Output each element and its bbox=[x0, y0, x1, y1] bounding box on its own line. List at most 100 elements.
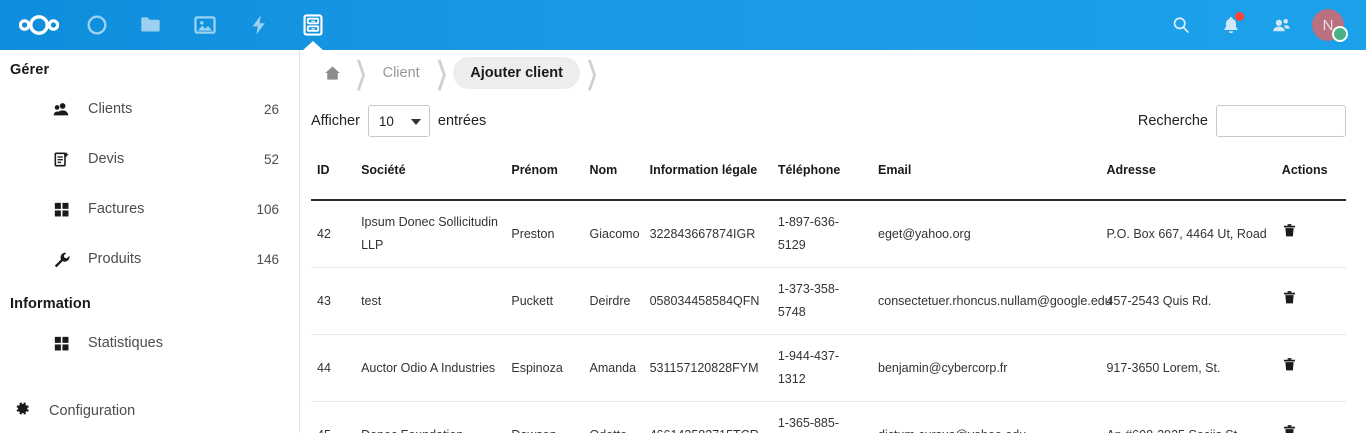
trash-icon bbox=[1283, 223, 1295, 236]
image-icon bbox=[194, 16, 216, 34]
sidebar-item-count: 26 bbox=[263, 101, 279, 117]
nextcloud-logo[interactable] bbox=[8, 0, 70, 50]
sidebar-item-label: Statistiques bbox=[88, 335, 163, 351]
cell-actions bbox=[1275, 334, 1346, 402]
nextcloud-logo-icon bbox=[19, 15, 59, 35]
cell-information-legale: 466143582715TCR bbox=[643, 401, 772, 433]
users-icon bbox=[50, 100, 72, 119]
cell-id: 42 bbox=[311, 200, 356, 268]
column-header-email[interactable]: Email bbox=[872, 148, 1101, 201]
cell-adresse: Ap #698-3925 Sociis St. bbox=[1100, 401, 1276, 433]
cell-prenom: Dawson bbox=[505, 401, 584, 433]
breadcrumb-item-client[interactable]: Client bbox=[382, 65, 420, 81]
cell-id: 45 bbox=[311, 401, 356, 433]
table-row[interactable]: 45 Donec Foundation Dawson Odette 466143… bbox=[311, 401, 1346, 433]
cell-actions bbox=[1275, 267, 1346, 335]
active-app-indicator bbox=[302, 41, 324, 51]
cell-nom: Amanda bbox=[583, 334, 644, 402]
page-length-select[interactable]: 10 bbox=[367, 105, 430, 137]
column-header-actions: Actions bbox=[1275, 148, 1346, 201]
cell-adresse: 917-3650 Lorem, St. bbox=[1100, 334, 1276, 402]
wrench-icon bbox=[50, 250, 72, 269]
column-header-societe[interactable]: Société bbox=[355, 148, 506, 201]
cell-email: eget@yahoo.org bbox=[872, 200, 1101, 268]
file-cabinet-icon bbox=[303, 14, 323, 36]
dashboard-app[interactable] bbox=[70, 0, 124, 50]
cell-adresse: 457-2543 Quis Rd. bbox=[1100, 267, 1276, 335]
grid-squares-icon bbox=[50, 334, 72, 353]
column-header-telephone[interactable]: Téléphone bbox=[771, 148, 873, 201]
delete-row-button[interactable] bbox=[1282, 423, 1297, 433]
notifications-button[interactable] bbox=[1206, 0, 1256, 50]
cell-adresse: P.O. Box 667, 4464 Ut, Road bbox=[1100, 200, 1276, 268]
sidebar-item-count: 146 bbox=[256, 251, 279, 267]
breadcrumb-separator-icon: ❭ bbox=[352, 56, 370, 90]
search-control: Recherche bbox=[1138, 105, 1346, 137]
table-row[interactable]: 44 Auctor Odio A Industries Espinoza Ama… bbox=[311, 334, 1346, 402]
column-header-id[interactable]: ID bbox=[311, 148, 356, 201]
cell-information-legale: 058034458584QFN bbox=[643, 267, 772, 335]
user-menu[interactable]: N bbox=[1306, 0, 1350, 50]
cell-email: dictum.cursus@yahoo.edu bbox=[872, 401, 1101, 433]
cell-nom: Deirdre bbox=[583, 267, 644, 335]
header-actions: N bbox=[1156, 0, 1366, 50]
sidebar-item-clients[interactable]: Clients 26 bbox=[0, 84, 299, 134]
cell-telephone: 1-373-358-5748 bbox=[771, 267, 873, 335]
sidebar-item-label: Configuration bbox=[49, 403, 136, 419]
page-length-suffix-label: entrées bbox=[437, 113, 487, 129]
contacts-button[interactable] bbox=[1256, 0, 1306, 50]
cell-telephone: 1-944-437-1312 bbox=[771, 334, 873, 402]
cell-telephone: 1-365-885-2143 bbox=[771, 401, 873, 433]
cell-actions bbox=[1275, 401, 1346, 433]
table-controls: Afficher 10 entrées Recherche bbox=[301, 102, 1366, 148]
search-icon bbox=[1173, 17, 1189, 33]
sidebar-item-statistiques[interactable]: Statistiques bbox=[0, 318, 299, 368]
cell-prenom: Espinoza bbox=[505, 334, 584, 402]
column-header-information-legale[interactable]: Information légale bbox=[643, 148, 772, 201]
sidebar-section-information-title: Information bbox=[10, 296, 91, 312]
breadcrumb-separator-icon: ❭ bbox=[582, 56, 601, 90]
cell-id: 43 bbox=[311, 267, 356, 335]
main-content: ❭ Client ❭ Ajouter client ❭ Afficher 10 … bbox=[301, 50, 1366, 433]
cell-prenom: Preston bbox=[505, 200, 584, 268]
photos-app[interactable] bbox=[178, 0, 232, 50]
activity-app[interactable] bbox=[232, 0, 286, 50]
search-button[interactable] bbox=[1156, 0, 1206, 50]
sidebar-item-label: Factures bbox=[88, 201, 145, 217]
table-row[interactable]: 43 test Puckett Deirdre 058034458584QFN … bbox=[311, 267, 1346, 335]
sidebar-item-count: 106 bbox=[256, 201, 279, 217]
files-app[interactable] bbox=[124, 0, 178, 50]
breadcrumb-separator-icon: ❭ bbox=[432, 56, 451, 90]
breadcrumb-home-button[interactable] bbox=[315, 56, 349, 90]
table-row[interactable]: 42 Ipsum Donec Sollicitudin LLP Preston … bbox=[311, 200, 1346, 268]
page-length-prefix-label: Afficher bbox=[311, 113, 360, 129]
sidebar-item-factures[interactable]: Factures 106 bbox=[0, 184, 299, 234]
cell-actions bbox=[1275, 200, 1346, 268]
notification-badge bbox=[1235, 12, 1244, 21]
cell-prenom: Puckett bbox=[505, 267, 584, 335]
notifications-bell-icon bbox=[1224, 17, 1238, 34]
gear-icon bbox=[12, 399, 31, 423]
sidebar-section-gerer-title: Gérer bbox=[10, 62, 50, 78]
delete-row-button[interactable] bbox=[1282, 222, 1297, 247]
contacts-icon bbox=[1272, 18, 1290, 31]
cell-information-legale: 531157120828FYM bbox=[643, 334, 772, 402]
search-input[interactable] bbox=[1216, 105, 1346, 137]
sidebar-item-configuration[interactable]: Configuration bbox=[0, 389, 299, 433]
grid-squares-icon bbox=[50, 200, 72, 219]
quote-document-icon bbox=[50, 150, 72, 169]
cell-societe: Donec Foundation bbox=[355, 401, 506, 433]
sidebar-item-devis[interactable]: Devis 52 bbox=[0, 134, 299, 184]
breadcrumb-item-ajouter-client[interactable]: Ajouter client bbox=[453, 57, 580, 89]
invoices-app[interactable] bbox=[286, 0, 340, 51]
sidebar-item-produits[interactable]: Produits 146 bbox=[0, 234, 299, 284]
status-online-indicator bbox=[1332, 26, 1348, 42]
column-header-nom[interactable]: Nom bbox=[583, 148, 644, 201]
trash-icon bbox=[1283, 424, 1295, 433]
delete-row-button[interactable] bbox=[1282, 356, 1297, 381]
delete-row-button[interactable] bbox=[1282, 289, 1297, 314]
page-length-value: 10 bbox=[378, 113, 394, 129]
top-header: N bbox=[0, 0, 1366, 51]
column-header-prenom[interactable]: Prénom bbox=[505, 148, 584, 201]
column-header-adresse[interactable]: Adresse bbox=[1100, 148, 1276, 201]
